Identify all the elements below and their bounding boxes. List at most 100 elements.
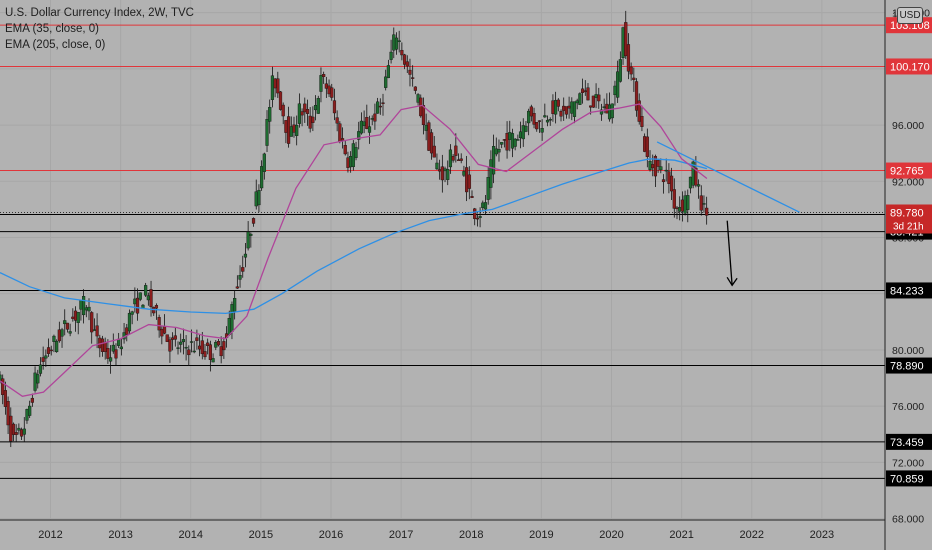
level-tag-label: 78.890 (890, 361, 924, 373)
candle-body (268, 107, 272, 122)
candle-20 (52, 334, 56, 353)
candle-body (688, 176, 693, 189)
y-tick-label-6: 80.000 (892, 345, 924, 357)
candle-61 (162, 314, 167, 335)
candle-body (273, 78, 277, 89)
candle-108 (289, 116, 293, 137)
candle-body (270, 75, 275, 100)
candle-234 (629, 62, 633, 81)
level-tag-bg (886, 470, 932, 487)
candle-209 (562, 97, 566, 121)
candle-239 (643, 133, 647, 153)
candle-body (494, 148, 498, 155)
candle-19 (49, 345, 53, 356)
candle-body (84, 307, 88, 311)
candle-body (575, 100, 579, 104)
candle-34 (90, 311, 94, 344)
candle-203 (545, 115, 550, 127)
candle-body (98, 337, 102, 349)
candle-body (607, 104, 612, 120)
candle-4 (9, 407, 13, 448)
candle-151 (405, 55, 409, 73)
candle-70 (187, 345, 191, 367)
candle-body (305, 108, 310, 114)
candle-body (324, 83, 328, 89)
candle-body (545, 119, 550, 123)
candle-body (286, 116, 291, 144)
candle-body (624, 22, 628, 57)
candle-8 (19, 427, 24, 441)
candle-body (92, 329, 97, 331)
candle-17 (44, 349, 48, 367)
candle-155 (416, 93, 420, 106)
candle-220 (591, 95, 595, 108)
candle-110 (295, 115, 299, 146)
candle-167 (448, 144, 453, 174)
candle-body (543, 115, 547, 118)
candle-body (405, 61, 409, 67)
candle-221 (594, 83, 598, 109)
candle-160 (429, 129, 434, 160)
candle-body (63, 320, 67, 325)
level-tag-label: 70.859 (890, 473, 924, 485)
candle-body (316, 98, 320, 114)
candle-129 (346, 151, 350, 173)
candle-body (610, 103, 614, 119)
candle-body (354, 147, 358, 158)
candle-9 (22, 417, 26, 442)
candle-body (564, 106, 569, 115)
candle-body (276, 78, 280, 94)
candle-body (1, 378, 5, 395)
candle-245 (659, 158, 663, 174)
candle-body (313, 105, 318, 111)
arrow-shaft (726, 220, 733, 286)
candle-251 (675, 206, 679, 220)
candle-body (114, 349, 118, 359)
candle-166 (446, 160, 450, 186)
x-tick-label-8: 2020 (599, 529, 623, 541)
candle-216 (580, 78, 585, 104)
candle-body (578, 93, 582, 105)
candle-body (230, 304, 234, 332)
candle-46 (122, 322, 126, 344)
candle-body (473, 208, 477, 219)
candle-body (376, 101, 380, 114)
candle-body (465, 167, 469, 193)
candle-body (435, 162, 439, 170)
level-tag-8: 70.859 (886, 470, 932, 487)
candle-body (235, 286, 239, 289)
candle-187 (502, 138, 506, 148)
candle-body (41, 357, 45, 362)
candle-123 (330, 83, 334, 101)
candle-body (192, 350, 196, 353)
candle-206 (554, 91, 558, 124)
candle-212 (570, 97, 574, 121)
candle-body (222, 341, 226, 351)
candle-body (678, 207, 682, 212)
candle-56 (149, 280, 153, 317)
candle-256 (688, 176, 693, 194)
candle-body (392, 34, 396, 51)
candle-body (535, 122, 539, 130)
candle-body (338, 123, 342, 142)
candle-117 (313, 95, 318, 121)
candle-body (68, 331, 72, 334)
candle-body (551, 100, 555, 114)
candle-71 (189, 329, 194, 353)
candle-102 (273, 78, 277, 98)
candle-body (532, 113, 536, 125)
candle-body (125, 327, 129, 335)
candle-body (243, 253, 248, 258)
candle-179 (481, 200, 485, 212)
level-tag-bg (886, 282, 932, 299)
candle-body (90, 312, 94, 333)
currency-unit-button[interactable]: USD (897, 7, 923, 24)
candle-body (440, 166, 444, 181)
candle-238 (640, 105, 644, 132)
candle-body (111, 344, 115, 352)
candle-body (413, 86, 417, 91)
candle-39 (103, 337, 107, 360)
candle-139 (373, 103, 377, 130)
